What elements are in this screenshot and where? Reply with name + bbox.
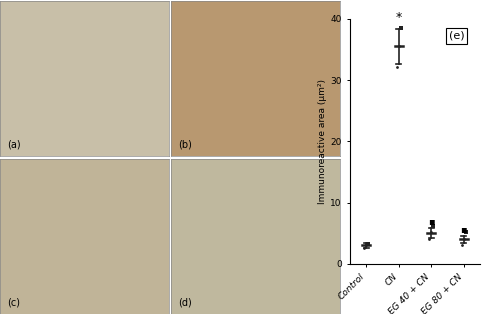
Text: (c): (c) [7, 298, 20, 308]
Y-axis label: Immunoreactive area (μm²): Immunoreactive area (μm²) [318, 79, 328, 204]
Text: (b): (b) [178, 140, 192, 150]
Text: ▪: ▪ [460, 224, 467, 234]
Text: (d): (d) [178, 298, 192, 308]
Text: (e): (e) [449, 31, 464, 41]
Text: *: * [396, 11, 402, 24]
Text: (a): (a) [7, 140, 20, 150]
Text: ▪: ▪ [428, 216, 434, 226]
